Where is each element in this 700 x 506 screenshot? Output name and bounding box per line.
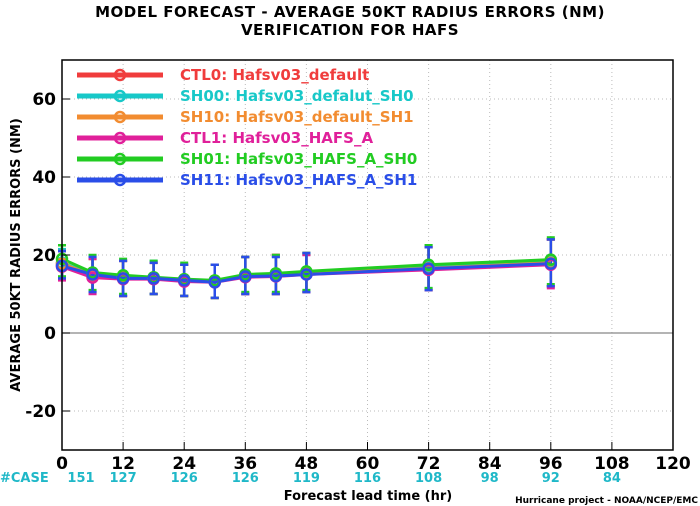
- data-point: [544, 253, 558, 266]
- x-tick-label: 24: [172, 454, 196, 474]
- legend-label: SH11: Hafsv03_HAFS_A_SH1: [180, 171, 417, 189]
- data-point: [177, 274, 191, 287]
- legend-marker: [113, 152, 127, 166]
- legend-marker: [113, 110, 127, 124]
- y-tick-label: 0: [44, 324, 56, 344]
- x-tick-label: 72: [417, 454, 441, 474]
- grid-layer: [62, 60, 673, 450]
- case-count: 119: [293, 471, 320, 486]
- legend-marker: [113, 89, 127, 103]
- legend-marker: [113, 173, 127, 187]
- x-tick-label: 96: [539, 454, 563, 474]
- case-count: 108: [415, 471, 442, 486]
- data-point: [208, 276, 221, 289]
- x-axis-label: Forecast lead time (hr): [284, 489, 452, 504]
- y-tick-label: 40: [32, 168, 56, 188]
- y-tick-label: -20: [25, 402, 56, 422]
- legend-marker: [113, 131, 127, 145]
- data-point: [422, 258, 435, 271]
- credit-text: Hurricane project - NOAA/NCEP/EMC: [515, 496, 698, 506]
- x-tick-label: 0: [56, 454, 68, 474]
- case-count: 126: [232, 471, 259, 486]
- data-point: [269, 269, 283, 283]
- data-point: [239, 270, 252, 283]
- data-point: [544, 257, 558, 270]
- legend-label: CTL1: Hafsv03_HAFS_A: [180, 129, 373, 147]
- x-tick-label: 84: [478, 454, 502, 474]
- case-count: 126: [171, 471, 198, 486]
- legend-marker: [113, 68, 127, 82]
- y-tick-label: 20: [32, 246, 56, 266]
- data-point: [147, 272, 160, 285]
- data-point: [300, 268, 313, 281]
- axis-layer: 0 12 24 36 48 60 72 84 96 108 120 -20 0 20 40 60 #CASE 15…: [0, 90, 691, 486]
- data-point: [86, 268, 99, 281]
- series-line: [61, 262, 551, 284]
- legend-label: CTL0: Hafsv03_default: [180, 66, 369, 84]
- legend-label: SH01: Hafsv03_HAFS_A_SH0: [180, 150, 417, 168]
- data-point: [422, 262, 435, 275]
- x-tick-label: 108: [594, 454, 630, 474]
- case-count: 116: [354, 471, 381, 486]
- legend-label: SH00: Hafsv03_defalut_SH0: [180, 87, 414, 105]
- data-point: [116, 272, 130, 285]
- case-count: 98: [481, 471, 499, 486]
- series-layer: [55, 236, 558, 300]
- case-count: 151: [67, 471, 94, 486]
- legend-label: SH10: Hafsv03_default_SH1: [180, 108, 414, 126]
- y-tick-label: 60: [32, 90, 56, 110]
- legend: CTL0: Hafsv03_default SH00: Hafsv03_defal…: [77, 66, 417, 189]
- case-label: #CASE: [0, 471, 49, 486]
- x-tick-label: 36: [233, 454, 257, 474]
- case-count: 92: [542, 471, 560, 486]
- case-count: 84: [603, 471, 621, 486]
- x-tick-label: 12: [111, 454, 135, 474]
- x-tick-label: 48: [295, 454, 319, 474]
- y-axis-label: AVERAGE 50KT RADIUS ERRORS (NM): [9, 118, 24, 392]
- chart-title: MODEL FORECAST - AVERAGE 50KT RADIUS ERR…: [95, 3, 605, 21]
- x-tick-label: 60: [356, 454, 380, 474]
- chart-subtitle: VERIFICATION FOR HAFS: [240, 21, 460, 39]
- x-tick-label: 120: [655, 454, 691, 474]
- series-line: [61, 257, 551, 282]
- case-count: 127: [110, 471, 137, 486]
